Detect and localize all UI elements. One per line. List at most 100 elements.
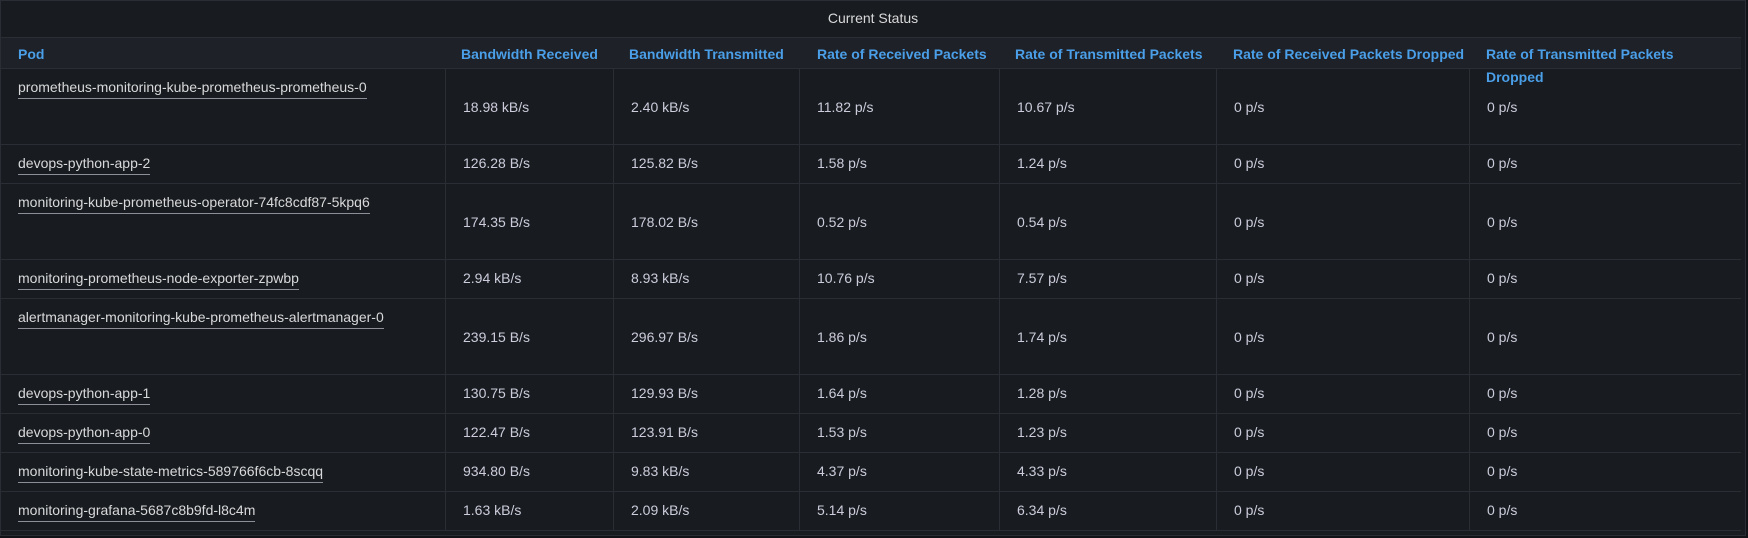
cell-value: 10.67 p/s [1017,99,1075,115]
cell-pod: devops-python-app-2 [1,145,445,183]
status-table: Pod Bandwidth Received Bandwidth Transmi… [1,37,1741,531]
cell-value: 0 p/s [1234,214,1265,230]
cell-value: 1.63 kB/s [463,502,522,518]
cell-tx-packets: 1.74 p/s [999,299,1216,374]
cell-value: 1.58 p/s [817,155,867,171]
cell-pod: prometheus-monitoring-kube-prometheus-pr… [1,69,445,144]
table-row: monitoring-kube-state-metrics-589766f6cb… [1,453,1741,492]
cell-tx-packets: 7.57 p/s [999,260,1216,298]
cell-value: 0 p/s [1234,99,1265,115]
panel-title[interactable]: Current Status [827,10,919,26]
cell-rx-dropped: 0 p/s [1216,414,1469,452]
cell-rx-packets: 11.82 p/s [799,69,999,144]
cell-tx-dropped: 0 p/s [1469,69,1741,144]
pod-link[interactable]: devops-python-app-2 [18,155,151,175]
cell-tx-packets: 0.54 p/s [999,184,1216,259]
cell-bandwidth-received: 122.47 B/s [445,414,613,452]
cell-rx-packets: 1.58 p/s [799,145,999,183]
cell-value: 2.40 kB/s [631,99,690,115]
table-row: prometheus-monitoring-kube-prometheus-pr… [1,69,1741,145]
pod-link[interactable]: devops-python-app-1 [18,385,151,405]
cell-bandwidth-received: 130.75 B/s [445,375,613,413]
pod-link[interactable]: monitoring-grafana-5687c8b9fd-l8c4m [18,502,256,522]
cell-value: 0 p/s [1487,155,1518,171]
column-header-rx-packets[interactable]: Rate of Received Packets [817,46,987,62]
cell-value: 7.57 p/s [1017,270,1067,286]
cell-pod: monitoring-kube-state-metrics-589766f6cb… [1,453,445,491]
cell-value: 6.34 p/s [1017,502,1067,518]
cell-rx-dropped: 0 p/s [1216,145,1469,183]
column-header-bandwidth-received[interactable]: Bandwidth Received [461,46,598,62]
cell-bandwidth-transmitted: 2.40 kB/s [613,69,799,144]
cell-tx-packets: 10.67 p/s [999,69,1216,144]
cell-value: 934.80 B/s [463,463,530,479]
cell-value: 0 p/s [1487,463,1518,479]
cell-pod: devops-python-app-0 [1,414,445,452]
cell-rx-dropped: 0 p/s [1216,492,1469,530]
pod-link[interactable]: prometheus-monitoring-kube-prometheus-pr… [18,79,367,99]
cell-rx-packets: 4.37 p/s [799,453,999,491]
cell-value: 2.09 kB/s [631,502,690,518]
cell-rx-dropped: 0 p/s [1216,453,1469,491]
cell-tx-dropped: 0 p/s [1469,492,1741,530]
pod-link[interactable]: monitoring-prometheus-node-exporter-zpwb… [18,270,299,290]
column-header-tx-dropped[interactable]: Rate of Transmitted Packets Dropped [1486,46,1674,85]
column-header-pod[interactable]: Pod [18,46,45,62]
cell-rx-packets: 1.64 p/s [799,375,999,413]
column-header-tx-packets[interactable]: Rate of Transmitted Packets [1015,46,1203,62]
cell-rx-dropped: 0 p/s [1216,299,1469,374]
cell-value: 239.15 B/s [463,329,530,345]
cell-tx-dropped: 0 p/s [1469,145,1741,183]
table-row: devops-python-app-1 130.75 B/s 129.93 B/s 1… [1,375,1741,414]
cell-value: 0 p/s [1234,270,1265,286]
cell-value: 126.28 B/s [463,155,530,171]
cell-tx-dropped: 0 p/s [1469,260,1741,298]
cell-bandwidth-transmitted: 129.93 B/s [613,375,799,413]
cell-value: 0.54 p/s [1017,214,1067,230]
cell-value: 123.91 B/s [631,424,698,440]
cell-value: 1.74 p/s [1017,329,1067,345]
cell-rx-dropped: 0 p/s [1216,184,1469,259]
cell-value: 0 p/s [1487,270,1518,286]
pod-link[interactable]: monitoring-kube-prometheus-operator-74fc… [18,194,370,214]
pod-link[interactable]: devops-python-app-0 [18,424,151,444]
pod-link[interactable]: alertmanager-monitoring-kube-prometheus-… [18,309,384,329]
cell-rx-packets: 5.14 p/s [799,492,999,530]
cell-tx-packets: 1.24 p/s [999,145,1216,183]
cell-value: 0 p/s [1234,385,1265,401]
cell-value: 0 p/s [1487,99,1518,115]
cell-value: 1.86 p/s [817,329,867,345]
table-row: monitoring-kube-prometheus-operator-74fc… [1,184,1741,260]
cell-value: 2.94 kB/s [463,270,522,286]
cell-bandwidth-transmitted: 178.02 B/s [613,184,799,259]
cell-value: 0 p/s [1487,214,1518,230]
cell-value: 0 p/s [1234,329,1265,345]
cell-value: 11.82 p/s [817,99,874,115]
table-row: devops-python-app-0 122.47 B/s 123.91 B/s 1… [1,414,1741,453]
column-header-rx-dropped[interactable]: Rate of Received Packets Dropped [1233,46,1465,62]
cell-tx-dropped: 0 p/s [1469,375,1741,413]
cell-pod: devops-python-app-1 [1,375,445,413]
cell-bandwidth-received: 174.35 B/s [445,184,613,259]
cell-value: 0 p/s [1487,329,1518,345]
cell-bandwidth-received: 126.28 B/s [445,145,613,183]
column-header-bandwidth-transmitted[interactable]: Bandwidth Transmitted [629,46,784,62]
cell-value: 18.98 kB/s [463,99,530,115]
cell-value: 0 p/s [1487,502,1518,518]
cell-bandwidth-received: 934.80 B/s [445,453,613,491]
cell-rx-packets: 0.52 p/s [799,184,999,259]
cell-value: 10.76 p/s [817,270,875,286]
cell-pod: alertmanager-monitoring-kube-prometheus-… [1,299,445,374]
cell-bandwidth-transmitted: 123.91 B/s [613,414,799,452]
cell-value: 4.33 p/s [1017,463,1067,479]
cell-bandwidth-received: 239.15 B/s [445,299,613,374]
cell-value: 1.28 p/s [1017,385,1067,401]
pod-link[interactable]: monitoring-kube-state-metrics-589766f6cb… [18,463,324,483]
table-row: monitoring-grafana-5687c8b9fd-l8c4m 1.63 … [1,492,1741,531]
cell-value: 1.24 p/s [1017,155,1067,171]
cell-tx-packets: 6.34 p/s [999,492,1216,530]
cell-value: 4.37 p/s [817,463,867,479]
cell-value: 296.97 B/s [631,329,698,345]
cell-bandwidth-transmitted: 9.83 kB/s [613,453,799,491]
